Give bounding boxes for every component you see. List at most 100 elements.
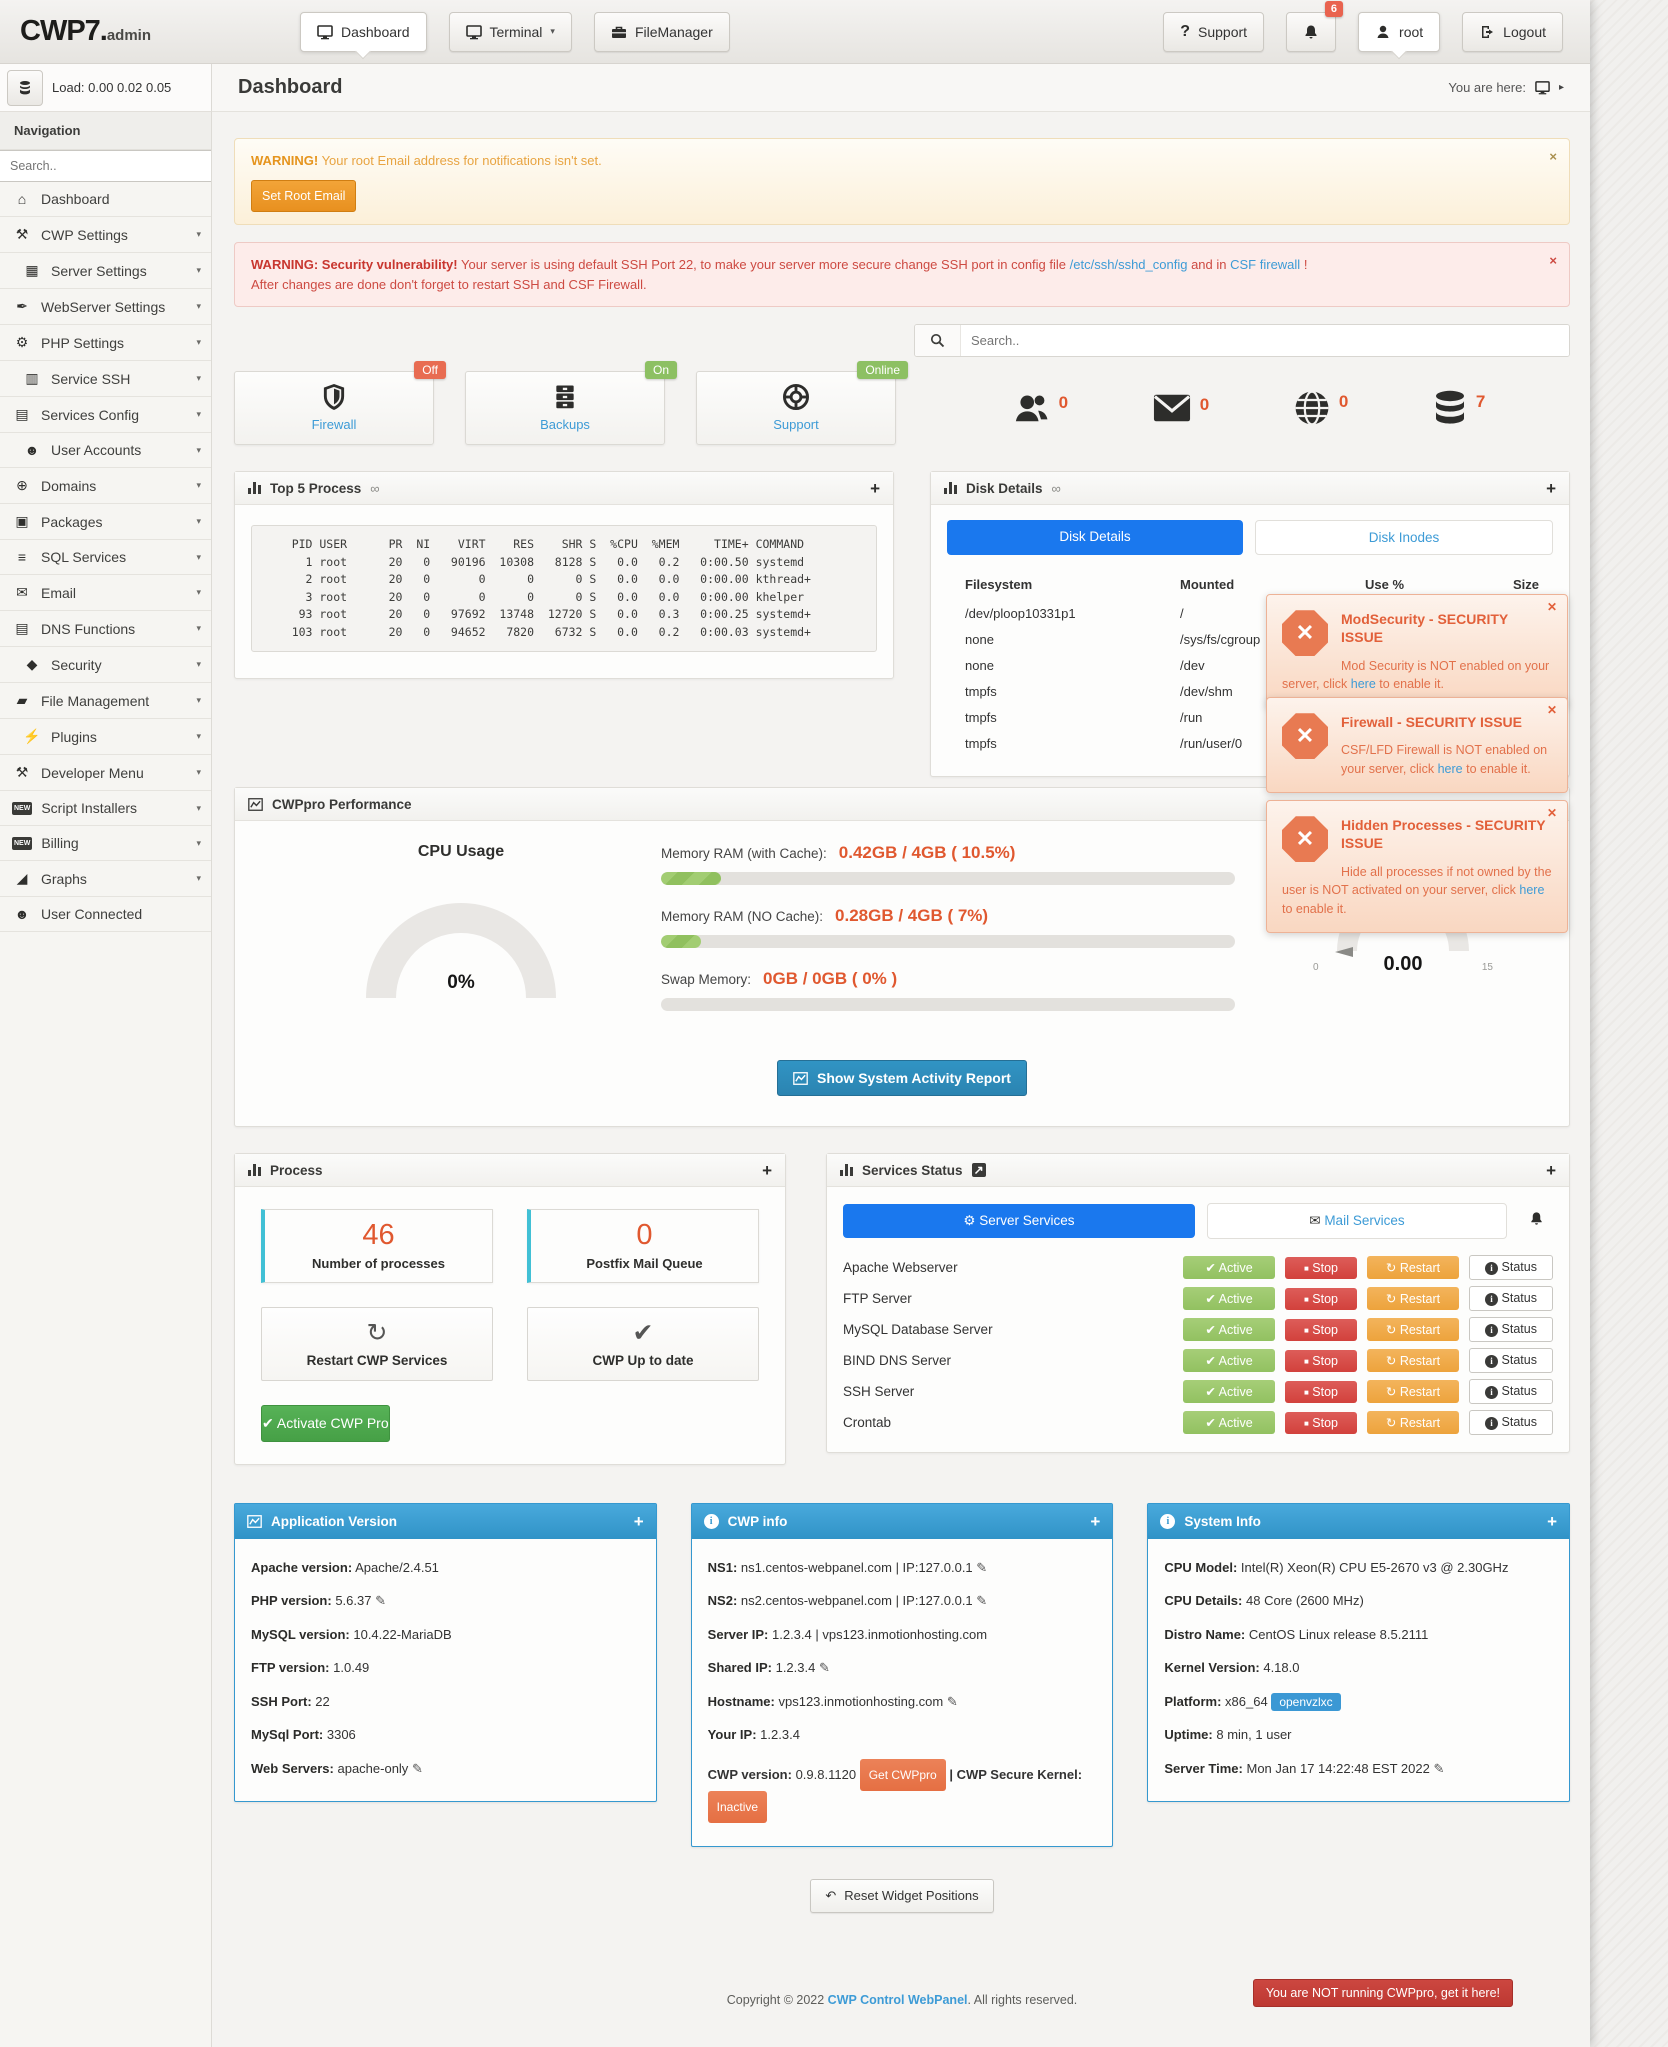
sidebar-item[interactable]: ▥ Service SSH ▾ xyxy=(0,361,211,397)
logout-button[interactable]: Logout xyxy=(1462,12,1563,52)
sshd-config-link[interactable]: /etc/ssh/sshd_config xyxy=(1070,257,1188,272)
service-stop-button[interactable]: ■ Stop xyxy=(1285,1319,1357,1341)
edit-pencil-icon[interactable]: ✎ xyxy=(412,1761,423,1776)
collapse-icon[interactable]: + xyxy=(870,480,880,497)
cwp-up-to-date-button[interactable]: ✔ CWP Up to date xyxy=(527,1307,759,1381)
activate-cwp-pro-button[interactable]: ✔ Activate CWP Pro xyxy=(261,1405,390,1442)
sidebar-item[interactable]: ◆ Security ▾ xyxy=(0,647,211,683)
edit-pencil-icon[interactable]: ✎ xyxy=(947,1694,958,1709)
service-restart-button[interactable]: ↻ Restart xyxy=(1367,1318,1459,1341)
service-status-button[interactable]: i Status xyxy=(1469,1255,1553,1280)
users-counter[interactable]: 0 xyxy=(1012,391,1068,425)
service-status-button[interactable]: i Status xyxy=(1469,1379,1553,1404)
collapse-icon[interactable]: + xyxy=(1090,1513,1100,1530)
tab-server-services[interactable]: ⚙ Server Services xyxy=(843,1204,1195,1238)
close-icon[interactable]: ✕ xyxy=(1547,806,1557,820)
edit-pencil-icon[interactable]: ✎ xyxy=(976,1593,987,1608)
user-menu-button[interactable]: root xyxy=(1358,12,1440,52)
service-status-button[interactable]: i Status xyxy=(1469,1317,1553,1342)
backups-card[interactable]: On Backups xyxy=(465,371,665,445)
sidebar-item[interactable]: ▣ Packages ▾ xyxy=(0,504,211,540)
service-stop-button[interactable]: ■ Stop xyxy=(1285,1350,1357,1372)
external-link-icon[interactable]: ↗ xyxy=(972,1163,986,1177)
collapse-icon[interactable]: + xyxy=(1546,480,1556,497)
sidebar-item[interactable]: ✉ Email ▾ xyxy=(0,575,211,611)
service-stop-button[interactable]: ■ Stop xyxy=(1285,1257,1357,1279)
reset-widget-positions-button[interactable]: ↶ Reset Widget Positions xyxy=(810,1879,993,1913)
sidebar-item[interactable]: ≡ SQL Services ▾ xyxy=(0,540,211,575)
edit-pencil-icon[interactable]: ✎ xyxy=(1433,1761,1444,1776)
get-cwppro-button[interactable]: Get CWPpro xyxy=(860,1759,946,1791)
service-stop-button[interactable]: ■ Stop xyxy=(1285,1288,1357,1310)
sidebar-item[interactable]: ◢ Graphs ▾ xyxy=(0,861,211,897)
cwp-link[interactable]: CWP Control WebPanel xyxy=(828,1993,968,2007)
service-restart-button[interactable]: ↻ Restart xyxy=(1367,1256,1459,1279)
collapse-icon[interactable]: + xyxy=(1546,1162,1556,1179)
sidebar-item[interactable]: ☻ User Accounts ▾ xyxy=(0,433,211,468)
sidebar-item[interactable]: ⌂ Dashboard ▾ xyxy=(0,182,211,217)
service-status-button[interactable]: i Status xyxy=(1469,1348,1553,1373)
sidebar-item[interactable]: ☻ User Connected ▾ xyxy=(0,897,211,932)
not-running-cwppro-button[interactable]: You are NOT running CWPpro, get it here! xyxy=(1253,1979,1513,2007)
search-input[interactable] xyxy=(961,325,1569,356)
notifications-button[interactable]: 6 xyxy=(1286,12,1336,52)
collapse-icon[interactable]: + xyxy=(634,1513,644,1530)
close-icon[interactable]: × xyxy=(1549,147,1557,167)
restart-cwp-services-button[interactable]: ↻ Restart CWP Services xyxy=(261,1307,493,1381)
csf-firewall-link[interactable]: CSF firewall xyxy=(1230,257,1300,272)
close-icon[interactable]: ✕ xyxy=(1547,703,1557,717)
nav-filemanager-button[interactable]: FileManager xyxy=(594,12,730,52)
tab-disk-details[interactable]: Disk Details xyxy=(947,520,1243,555)
support-card[interactable]: Online Support xyxy=(696,371,896,445)
sidebar-item[interactable]: ⚒ CWP Settings ▾ xyxy=(0,217,211,253)
set-root-email-button[interactable]: Set Root Email xyxy=(251,180,356,213)
databases-counter[interactable]: 7 xyxy=(1433,390,1485,426)
close-icon[interactable]: × xyxy=(1549,251,1557,271)
sidebar-item[interactable]: ▰ File Management ▾ xyxy=(0,683,211,719)
sidebar-item[interactable]: ▤ Services Config ▾ xyxy=(0,397,211,433)
sidebar-item[interactable]: ⚙ PHP Settings ▾ xyxy=(0,325,211,361)
service-status-button[interactable]: i Status xyxy=(1469,1286,1553,1311)
sidebar-search-input[interactable] xyxy=(0,150,211,182)
messages-counter[interactable]: 0 xyxy=(1153,393,1209,423)
search-icon[interactable] xyxy=(915,325,961,356)
nav-terminal-button[interactable]: Terminal ▾ xyxy=(449,12,572,52)
firewall-card[interactable]: Off Firewall xyxy=(234,371,434,445)
sidebar-item[interactable]: NEW Script Installers ▾ xyxy=(0,791,211,826)
service-stop-button[interactable]: ■ Stop xyxy=(1285,1412,1357,1434)
service-stop-button[interactable]: ■ Stop xyxy=(1285,1381,1357,1403)
nav-dashboard-button[interactable]: Dashboard xyxy=(300,12,427,52)
monitor-icon[interactable] xyxy=(1534,80,1551,95)
service-restart-button[interactable]: ↻ Restart xyxy=(1367,1380,1459,1403)
sidebar-item[interactable]: ▦ Server Settings ▾ xyxy=(0,253,211,289)
enable-link[interactable]: here xyxy=(1351,677,1376,691)
service-restart-button[interactable]: ↻ Restart xyxy=(1367,1287,1459,1310)
service-status-button[interactable]: i Status xyxy=(1469,1410,1553,1435)
sidebar-item[interactable]: ⚡ Plugins ▾ xyxy=(0,719,211,755)
edit-pencil-icon[interactable]: ✎ xyxy=(976,1560,987,1575)
sidebar-item[interactable]: ⊕ Domains ▾ xyxy=(0,468,211,504)
collapse-icon[interactable]: + xyxy=(762,1162,772,1179)
link-icon[interactable]: ∞ xyxy=(1052,481,1061,496)
collapse-icon[interactable]: + xyxy=(1547,1513,1557,1530)
edit-pencil-icon[interactable]: ✎ xyxy=(375,1593,386,1608)
service-restart-button[interactable]: ↻ Restart xyxy=(1367,1349,1459,1372)
sidebar-item[interactable]: NEW Billing ▾ xyxy=(0,826,211,861)
link-icon[interactable]: ∞ xyxy=(370,481,379,496)
support-button[interactable]: ? Support xyxy=(1163,12,1264,52)
enable-link[interactable]: here xyxy=(1438,762,1463,776)
edit-pencil-icon[interactable]: ✎ xyxy=(819,1660,830,1675)
service-restart-button[interactable]: ↻ Restart xyxy=(1367,1411,1459,1434)
system-activity-report-button[interactable]: Show System Activity Report xyxy=(777,1060,1027,1096)
server-load-button[interactable] xyxy=(7,70,43,106)
close-icon[interactable]: ✕ xyxy=(1547,600,1557,614)
tab-disk-inodes[interactable]: Disk Inodes xyxy=(1255,520,1553,555)
enable-link[interactable]: here xyxy=(1519,883,1544,897)
sidebar-item[interactable]: ⚒ Developer Menu ▾ xyxy=(0,755,211,791)
sidebar-item[interactable]: ▤ DNS Functions ▾ xyxy=(0,611,211,647)
sidebar-item[interactable]: ✒ WebServer Settings ▾ xyxy=(0,289,211,325)
alerts-bell-icon[interactable] xyxy=(1519,1211,1553,1231)
platform-badge[interactable]: openvzlxc xyxy=(1271,1693,1340,1711)
domains-counter[interactable]: 0 xyxy=(1294,390,1348,426)
tab-mail-services[interactable]: ✉ Mail Services xyxy=(1207,1203,1507,1239)
